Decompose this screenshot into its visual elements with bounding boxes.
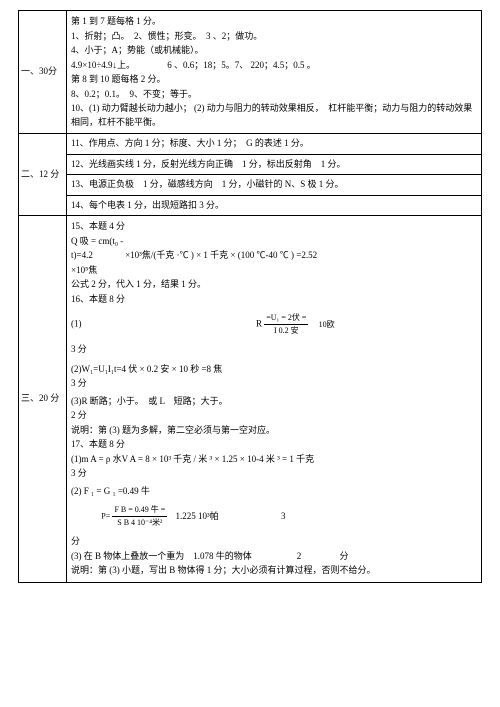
s3-p2: 2 分 [71,409,477,423]
s3-pfen: 分 [71,535,477,549]
s2-r11: 11、作用点、方向 1 分；标度、大小 1 分； G 的表述 1 分。 [67,134,482,155]
s1-l2: 1、折射；凸。 2、惯性；形变。 3 、2；做功。 [71,30,477,44]
s1-l4: 4.9×10÷4.9↓上。 6 、0.6；18；5。7、 220；4.5；0.5… [71,59,477,73]
s3-frac-bot: S B 4 10⁻⁴米² [112,517,167,529]
s1-l1: 第 1 到 7 题每格 1 分。 [71,15,477,29]
section3-body: 15、本题 4 分 Q 吸 = cm(t₀ - t)=4.2 ×10³焦/(千克… [67,216,482,583]
grading-table: 一、30分 第 1 到 7 题每格 1 分。 1、折射；凸。 2、惯性；形变。 … [18,10,482,583]
s1-l3: 4、小于；A；势能（或机械能）。 [71,44,477,58]
s3-l15: 15、本题 4 分 [71,220,477,234]
s3-eq1a: (1) [71,319,82,329]
s3-l17c: (3) 在 B 物体上叠放一个重为 1.078 牛的物体 2 分 [71,550,477,564]
s3-l15b: t)=4.2 [71,250,93,260]
s2-r12: 12、光线画实线 1 分，反射光线方向正确 1 分，标出反射角 1 分。 [67,154,482,175]
s3-eq1-bot: I 0.2 安 [264,325,308,337]
section3-label: 三、20 分 [19,216,67,583]
s3-l15a: Q 吸 = cm(t₀ - [71,236,123,246]
s3-eq1: (1) R =U₁ = 2伏 = I 0.2 安 10欧 [71,312,477,337]
s3-l17a: (1)m A = ρ 水V A = 8 × 10³ 千克 / 米 ³ × 1.2… [71,453,477,467]
s3-eq3: (3)R 断路；小于。 或 L 短路；大于。 [71,395,477,409]
s3-eq1r: R =U₁ = 2伏 = I 0.2 安 10欧 [256,312,335,337]
s3-frac-box: F B = 0.49 牛 = S B 4 10⁻⁴米² [112,504,167,529]
s3-eq1d: 10欧 [319,320,335,329]
s3-eq2: (2)W₁=U₁I₁t=4 伏 × 0.2 安 × 10 秒 =8 焦 [71,363,477,377]
s2-r14: 14、每个电表 1 分，出现短路扣 3 分。 [67,195,482,216]
s3-p3c: 3 分 [71,467,477,481]
s3-frac-top: F B = 0.49 牛 = [112,504,167,517]
s3-eq1b: R [256,319,262,329]
s3-eq1-frac: =U₁ = 2伏 = I 0.2 安 [264,312,308,337]
s3-l17d: 说明：第 (3) 小题，写出 B 物体得 1 分；大小必须有计算过程，否则不给分… [71,564,477,578]
s3-l15bc: t)=4.2 ×10³焦/(千克 ·℃ ) × 1 千克 × (100 ℃-40… [71,249,477,263]
s3-frac-res: 1.225 10³帕 [176,511,219,521]
s3-l17b: (2) F ₁ = G ₁ =0.49 牛 [71,485,477,499]
section1-body: 第 1 到 7 题每格 1 分。 1、折射；凸。 2、惯性；形变。 3 、2；做… [67,11,482,134]
s1-l4a: 4.9×10÷4.9↓上。 [71,60,135,70]
s3-p3b: 3 分 [71,377,477,391]
s3-eq1-top: =U₁ = 2伏 = [264,312,308,325]
s3-l15d: ×10⁵焦 [71,264,477,278]
s3-l16: 16、本题 8 分 [71,293,477,307]
s3-frac: P= F B = 0.49 牛 = S B 4 10⁻⁴米² 1.225 10³… [71,504,477,529]
s3-l17: 17、本题 8 分 [71,438,477,452]
s3-note1: 说明：第 (3) 题为多解，第二空必须与第一空对应。 [71,424,477,438]
section2-label: 二、12 分 [19,134,67,216]
s3-l15ab: Q 吸 = cm(t₀ - [71,235,477,249]
s1-l7: 10、(1) 动力臂越长动力越小； (2) 动力与阻力的转动效果相反， 杠杆能平… [71,102,477,129]
s1-l6: 8、0.2；0.1。 9、不变；等于。 [71,88,477,102]
s3-frac-pts: 3 [281,511,286,521]
s3-l15e: 公式 2 分，代入 1 分，结果 1 分。 [71,278,477,292]
s1-l4b: 6 、0.6；18；5。7、 220；4.5；0.5 。 [167,60,316,70]
s3-p3a: 3 分 [71,343,477,357]
s1-l5: 第 8 到 10 题每格 2 分。 [71,73,477,87]
s2-r13: 13、电源正负极 1 分，磁感线方向 1 分，小磁针的 N、S 极 1 分。 [67,175,482,196]
section1-label: 一、30分 [19,11,67,134]
s3-l15c: ×10³焦/(千克 ·℃ ) × 1 千克 × (100 ℃-40 ℃ ) =2… [125,250,317,260]
